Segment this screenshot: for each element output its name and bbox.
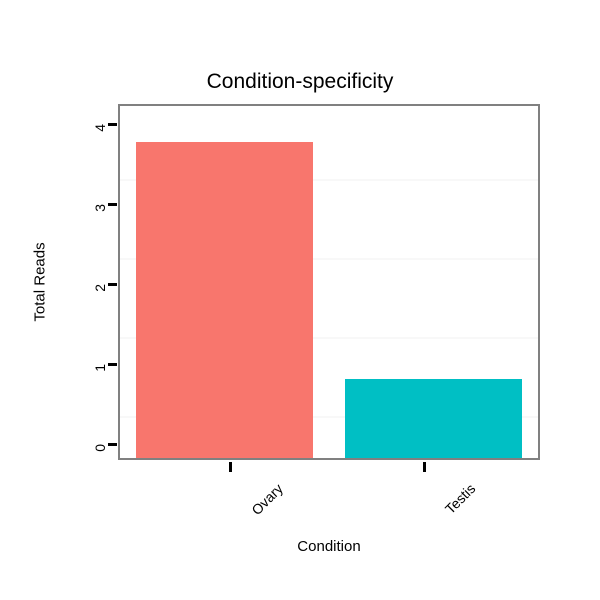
xtick-mark-testis (423, 462, 426, 472)
ytick-label-2-wrap: 2 (72, 276, 108, 292)
y-axis-title: Total Reads (31, 242, 49, 322)
ytick-mark-4 (108, 123, 117, 126)
plot-panel-inner (120, 106, 538, 458)
xtick-label-testis: Testis (441, 480, 479, 517)
ytick-mark-3 (108, 203, 117, 206)
ytick-label-1: 1 (92, 364, 108, 372)
x-axis-title: Condition (297, 538, 361, 555)
xtick-label-ovary: Ovary (248, 480, 287, 519)
plot-panel (118, 104, 540, 460)
ytick-mark-1 (108, 363, 117, 366)
ytick-label-0-wrap: 0 (72, 436, 108, 452)
bar-ovary[interactable] (136, 141, 313, 458)
gridline-minor-2 (120, 337, 538, 340)
ytick-label-4: 4 (92, 124, 108, 132)
bar-testis[interactable] (345, 378, 522, 458)
gridline-minor-3 (120, 258, 538, 261)
gridline-minor-0 (120, 179, 538, 182)
ytick-label-1-wrap: 1 (72, 356, 108, 372)
chart-title: Condition-specificity (206, 70, 394, 93)
ytick-label-3-wrap: 3 (72, 196, 108, 212)
ytick-mark-0 (108, 443, 117, 446)
ytick-label-2: 2 (92, 284, 108, 292)
ytick-label-4-wrap: 4 (72, 116, 108, 132)
gridline-minor-1 (120, 416, 538, 419)
ytick-label-0: 0 (92, 444, 108, 452)
ytick-mark-2 (108, 283, 117, 286)
ytick-label-3: 3 (92, 204, 108, 212)
xtick-mark-ovary (229, 462, 232, 472)
